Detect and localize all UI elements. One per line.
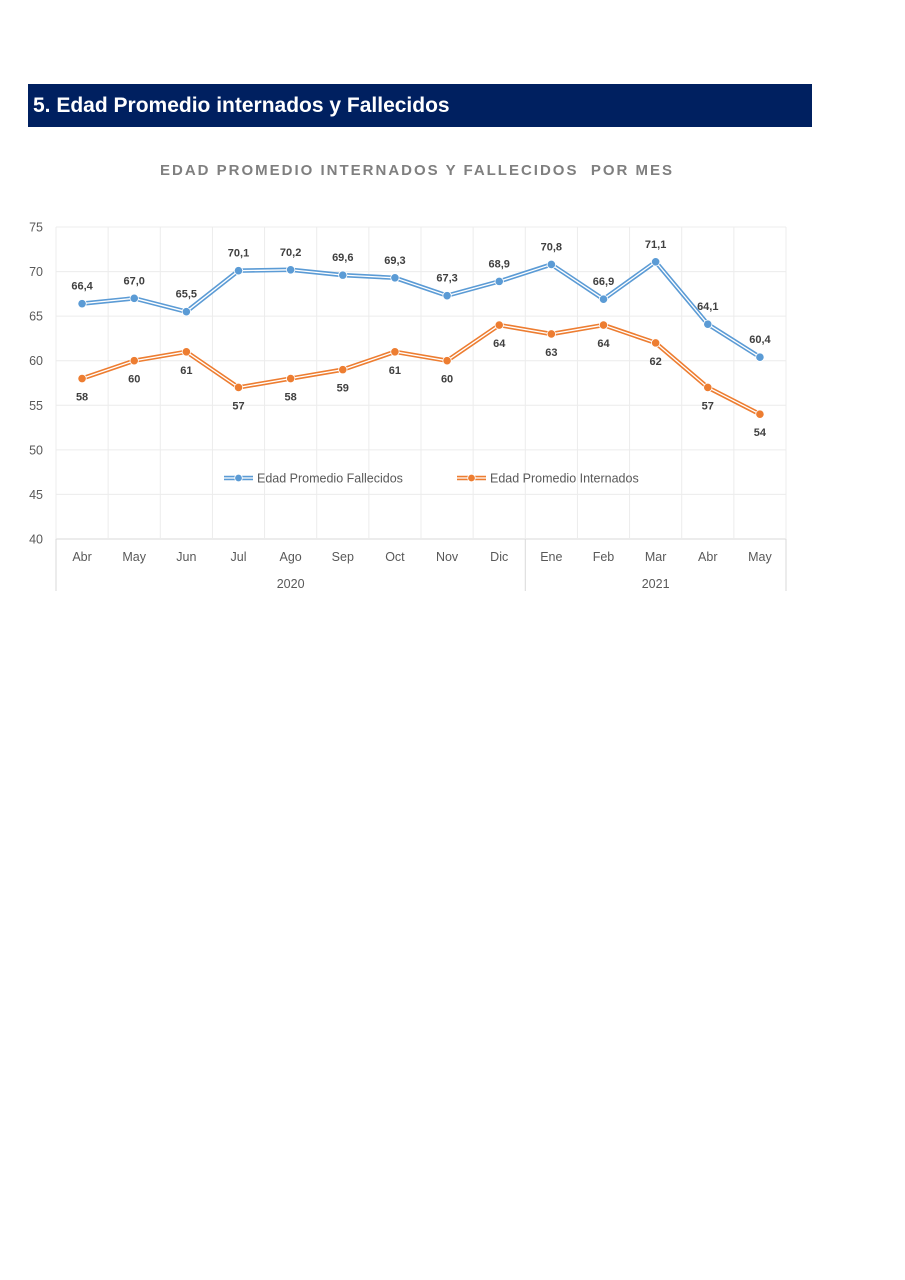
legend-marker xyxy=(467,473,476,483)
y-tick-label: 75 xyxy=(29,221,43,235)
data-label: 69,6 xyxy=(332,252,353,264)
x-tick-label: Jul xyxy=(231,550,247,564)
data-point xyxy=(77,373,87,384)
data-label: 54 xyxy=(754,427,767,439)
legend: Edad Promedio Fallecidos Edad Promedio In… xyxy=(224,472,639,486)
data-point xyxy=(546,329,556,339)
data-label: 58 xyxy=(76,392,88,404)
data-label: 70,1 xyxy=(228,248,249,260)
x-tick-label: Abr xyxy=(72,550,91,564)
y-tick-label: 70 xyxy=(29,265,43,279)
x-tick-label: Sep xyxy=(332,550,354,564)
x-tick-label: May xyxy=(748,550,772,564)
data-label: 64 xyxy=(493,338,506,350)
data-point xyxy=(494,276,504,286)
y-tick-label: 55 xyxy=(29,399,43,413)
data-point xyxy=(338,270,348,280)
data-point xyxy=(129,356,139,366)
data-point xyxy=(755,352,765,362)
data-label: 65,5 xyxy=(176,289,197,301)
data-label: 59 xyxy=(337,383,349,395)
data-point xyxy=(651,257,661,267)
data-label: 64,1 xyxy=(697,301,718,313)
y-tick-label: 40 xyxy=(29,533,43,547)
data-point xyxy=(286,265,296,275)
data-label: 66,4 xyxy=(71,281,93,293)
data-label: 66,9 xyxy=(593,276,614,288)
data-label: 62 xyxy=(650,356,662,368)
legend-label: Edad Promedio Internados xyxy=(490,472,639,486)
y-tick-label: 60 xyxy=(29,354,43,368)
x-tick-label: Oct xyxy=(385,550,405,564)
data-point xyxy=(546,259,556,270)
data-label: 60 xyxy=(441,374,453,386)
y-tick-label: 65 xyxy=(29,310,43,324)
axis-layer: 40 45 50 55 60 65 70 75 2020 2021 Abr May Jun Jul Ago S… xyxy=(29,221,787,591)
data-point xyxy=(77,299,87,309)
data-label: 58 xyxy=(285,392,297,404)
data-label: 69,3 xyxy=(384,255,405,267)
data-point xyxy=(442,356,452,366)
data-label: 60 xyxy=(128,374,140,386)
grid-layer xyxy=(55,226,787,540)
x-group-label: 2020 xyxy=(277,577,305,591)
data-point xyxy=(598,320,609,330)
x-tick-label: Feb xyxy=(593,550,615,564)
data-label: 70,8 xyxy=(541,241,562,253)
data-label: 60,4 xyxy=(749,334,771,346)
series-line-inner xyxy=(82,261,761,358)
x-tick-label: Dic xyxy=(490,550,508,564)
data-point xyxy=(755,409,765,419)
section-header: 5. Edad Promedio internados y Fallecidos xyxy=(28,84,812,127)
data-point xyxy=(651,338,661,348)
data-point xyxy=(703,382,713,393)
x-tick-label: Abr xyxy=(698,550,717,564)
data-point xyxy=(390,347,400,357)
legend-marker xyxy=(234,473,243,483)
data-point xyxy=(338,365,348,375)
data-label: 64 xyxy=(597,338,610,350)
data-label: 70,2 xyxy=(280,247,301,259)
x-tick-label: Mar xyxy=(645,550,667,564)
data-point xyxy=(598,294,609,304)
data-label: 61 xyxy=(389,365,401,377)
data-point xyxy=(181,307,191,317)
section-title: 5. Edad Promedio internados y Fallecidos xyxy=(33,93,450,117)
x-tick-label: Ene xyxy=(540,550,562,564)
series-layer xyxy=(77,257,765,419)
line-chart: 40 45 50 55 60 65 70 75 2020 2021 Abr May Jun Jul Ago S… xyxy=(29,221,787,591)
x-tick-label: Nov xyxy=(436,550,459,564)
data-point xyxy=(494,320,504,330)
y-tick-label: 50 xyxy=(29,443,43,457)
data-label: 68,9 xyxy=(489,258,510,270)
data-label-layer: 66,4 67,0 65,5 70,1 70,2 69,6 69,3 67,3 68,9 70,8… xyxy=(71,239,771,439)
data-label: 57 xyxy=(702,400,714,412)
data-point xyxy=(286,373,296,384)
data-label: 61 xyxy=(180,365,192,377)
x-group-label: 2021 xyxy=(642,577,670,591)
x-tick-label: May xyxy=(122,550,146,564)
data-label: 57 xyxy=(232,400,244,412)
data-label: 67,0 xyxy=(124,275,145,287)
x-tick-label: Jun xyxy=(176,550,196,564)
data-label: 67,3 xyxy=(436,273,457,285)
data-label: 71,1 xyxy=(645,239,666,251)
legend-label: Edad Promedio Fallecidos xyxy=(257,472,403,486)
data-point xyxy=(129,293,139,303)
data-point xyxy=(390,273,400,283)
data-label: 63 xyxy=(545,347,557,359)
data-point xyxy=(233,382,244,393)
data-point xyxy=(442,291,452,301)
x-tick-label: Ago xyxy=(280,550,302,564)
data-point xyxy=(233,266,244,276)
chart-title: EDAD PROMEDIO INTERNADOS Y FALLECIDOS PO… xyxy=(160,162,674,179)
series-line-inner xyxy=(81,324,761,415)
y-tick-label: 45 xyxy=(29,488,43,502)
data-point xyxy=(181,347,191,357)
data-point xyxy=(703,319,713,329)
